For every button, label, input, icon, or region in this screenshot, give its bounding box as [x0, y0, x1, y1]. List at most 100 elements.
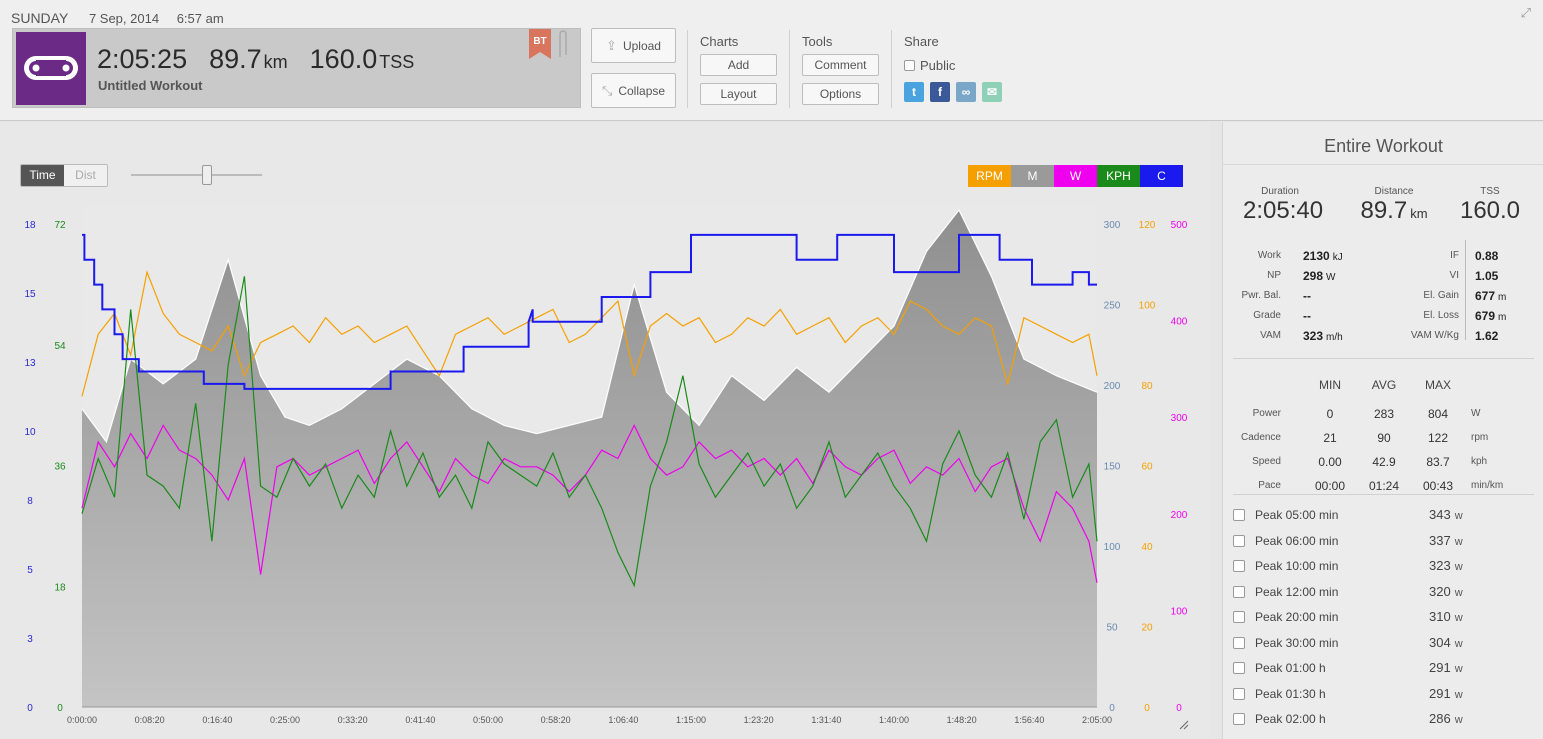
- metric-label: NP: [1267, 270, 1281, 281]
- peak-row[interactable]: Peak 01:30 h 291 w: [1233, 684, 1534, 708]
- email-icon[interactable]: ✉: [982, 82, 1002, 102]
- peak-checkbox[interactable]: [1233, 636, 1245, 649]
- collapse-button[interactable]: ⤡ Collapse: [591, 73, 676, 108]
- distance-unit: km: [1410, 206, 1428, 221]
- summary-distance: 89.7: [209, 44, 262, 74]
- legend-kph[interactable]: KPH: [1097, 165, 1140, 187]
- public-toggle[interactable]: Public: [904, 58, 955, 73]
- peak-checkbox[interactable]: [1233, 713, 1245, 725]
- peak-row[interactable]: Peak 10:00 min 323 w: [1233, 556, 1534, 580]
- peak-value: 304 w: [1429, 635, 1463, 650]
- add-chart-button[interactable]: Add: [700, 54, 777, 76]
- dist-button[interactable]: Dist: [64, 165, 107, 186]
- public-checkbox[interactable]: [904, 60, 915, 71]
- share-title: Share: [904, 34, 939, 49]
- metric-number: --: [1303, 309, 1311, 323]
- layout-button[interactable]: Layout: [700, 83, 777, 105]
- time-button[interactable]: Time: [21, 165, 64, 186]
- peak-row[interactable]: Peak 05:00 min 343 w: [1233, 505, 1534, 529]
- facebook-icon[interactable]: f: [930, 82, 950, 102]
- peak-number: 310: [1429, 609, 1451, 624]
- y-tick-label-c_left: 0: [27, 703, 33, 714]
- x-tick-label: 0:25:00: [270, 715, 300, 725]
- zoom-slider[interactable]: [131, 174, 262, 176]
- peak-checkbox[interactable]: [1233, 509, 1245, 521]
- zoom-slider-handle[interactable]: [201, 165, 212, 185]
- peak-row[interactable]: Peak 06:00 min 337 w: [1233, 531, 1534, 555]
- peak-checkbox[interactable]: [1233, 560, 1245, 572]
- workout-title[interactable]: Untitled Workout: [98, 78, 203, 93]
- mma-value: 90: [1377, 431, 1391, 445]
- stats-panel: Entire Workout Duration 2:05:40 Distance…: [1222, 122, 1543, 739]
- workout-chart[interactable]: 0:00:00 0:08:20 0:16:40 0:25:00 0:33:20 0:41:…: [0, 122, 1210, 739]
- bt-bookmark-icon[interactable]: BT: [529, 29, 551, 59]
- metric-value: --: [1303, 289, 1314, 303]
- peak-row[interactable]: Peak 12:00 min 320 w: [1233, 582, 1534, 606]
- y-tick-label-kph: 0: [57, 703, 63, 714]
- mma-value: 42.9: [1372, 455, 1396, 469]
- y-tick-label-m: 100: [1104, 542, 1121, 553]
- peak-checkbox[interactable]: [1233, 611, 1245, 623]
- metric-label: El. Gain: [1423, 290, 1459, 301]
- y-tick-label-m: 0: [1109, 703, 1115, 714]
- metric-value: 1.62: [1475, 329, 1501, 343]
- x-tick-label: 1:40:00: [879, 715, 909, 725]
- peak-label: Peak 30:00 min: [1255, 635, 1339, 650]
- peak-checkbox[interactable]: [1233, 687, 1245, 700]
- duration-label: Duration: [1261, 186, 1299, 197]
- metric-value: 1.05: [1475, 269, 1501, 283]
- summary-box: 2:05:25 89.7 km 160.0 TSS Untitled Workout B…: [12, 28, 581, 108]
- paperclip-icon[interactable]: [557, 29, 569, 59]
- upload-button[interactable]: ⇪ Upload: [591, 28, 676, 63]
- distance-stat: Distance 89.7 km: [1353, 186, 1435, 225]
- metric-number: 679: [1475, 309, 1496, 323]
- twitter-icon[interactable]: t: [904, 82, 924, 102]
- peak-label: Peak 10:00 min: [1255, 559, 1339, 573]
- peak-checkbox[interactable]: [1233, 534, 1245, 547]
- distance-label: Distance: [1374, 186, 1414, 197]
- peak-number: 337: [1429, 532, 1451, 548]
- metric-unit: m/h: [1326, 332, 1343, 343]
- mma-value: 283: [1373, 407, 1395, 421]
- peak-row[interactable]: Peak 02:00 h 286 w: [1233, 709, 1534, 733]
- y-tick-label-rpm: 100: [1139, 301, 1156, 312]
- y-tick-label-m: 300: [1104, 220, 1121, 231]
- date-label: 7 Sep, 2014: [88, 11, 160, 26]
- day-label: SUNDAY: [11, 10, 69, 26]
- peak-row[interactable]: Peak 01:00 h 291 w: [1233, 658, 1534, 682]
- section-divider: [1233, 494, 1534, 495]
- link-icon[interactable]: ∞: [956, 82, 976, 102]
- duration-stat: Duration 2:05:40: [1243, 186, 1323, 225]
- distance-value: 89.7: [1360, 197, 1408, 224]
- peak-unit: w: [1454, 714, 1463, 726]
- series-kph-line: [81, 276, 1098, 588]
- peak-checkbox[interactable]: [1233, 662, 1245, 674]
- legend-m[interactable]: M: [1011, 165, 1054, 187]
- mma-value: 804: [1427, 407, 1449, 421]
- options-button[interactable]: Options: [802, 83, 879, 105]
- legend-c[interactable]: C: [1140, 165, 1183, 187]
- upload-label: Upload: [622, 38, 661, 53]
- y-tick-label-kph: 54: [54, 341, 66, 352]
- legend-w[interactable]: W: [1054, 165, 1097, 187]
- x-tick-label: 0:41:40: [405, 715, 435, 725]
- expand-icon[interactable]: ⤢: [1520, 5, 1531, 20]
- metric-number: 1.62: [1475, 329, 1499, 343]
- x-tick-label: 1:31:40: [811, 715, 841, 725]
- y-tick-label-c_left: 13: [24, 358, 36, 369]
- metric-number: 323: [1303, 329, 1324, 343]
- peak-value: 291 w: [1429, 660, 1463, 675]
- peak-row[interactable]: Peak 30:00 min 304 w: [1233, 633, 1534, 657]
- series-m-area: [82, 210, 1097, 707]
- legend-rpm[interactable]: RPM: [968, 165, 1011, 187]
- peak-checkbox[interactable]: [1233, 585, 1245, 598]
- metric-value: 298 W: [1303, 269, 1335, 283]
- x-tick-label: 1:06:40: [608, 715, 638, 725]
- y-tick-label-c_left: 3: [27, 634, 33, 645]
- y-tick-label-c_left: 5: [27, 565, 33, 576]
- comment-button[interactable]: Comment: [802, 54, 879, 76]
- peak-row[interactable]: Peak 20:00 min 310 w: [1233, 607, 1534, 631]
- metric-number: 298: [1303, 269, 1324, 283]
- peak-number: 343: [1429, 507, 1451, 522]
- title-divider: [1223, 164, 1543, 165]
